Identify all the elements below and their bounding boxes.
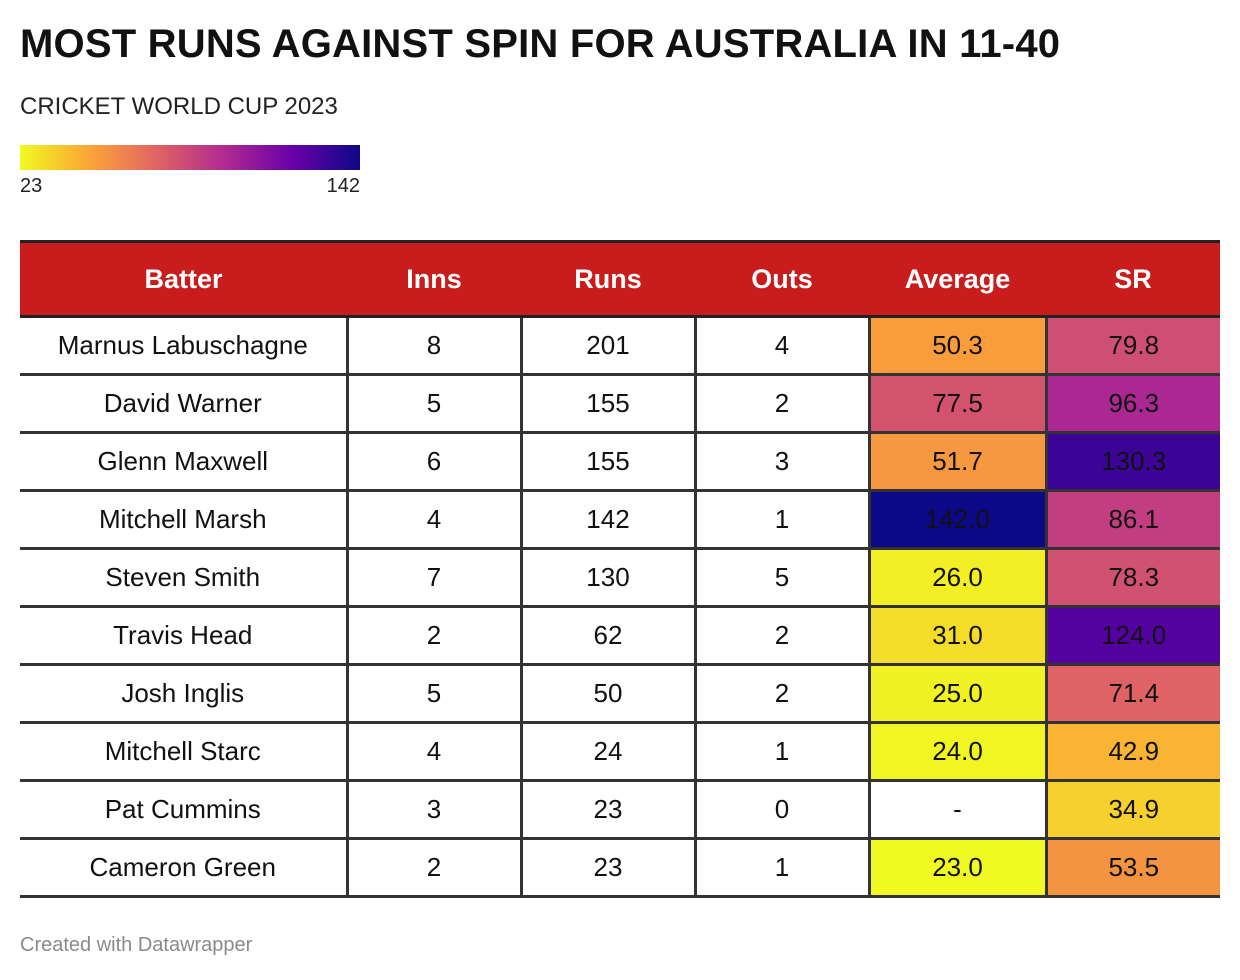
cell-outs: 5 bbox=[693, 548, 869, 608]
cell-outs: 1 bbox=[693, 490, 869, 550]
cell-inns: 3 bbox=[345, 780, 521, 840]
cell-inns: 5 bbox=[345, 664, 521, 724]
table-row: Cameron Green 2 23 1 23.0 53.5 bbox=[20, 838, 1220, 898]
col-header-average[interactable]: Average bbox=[869, 240, 1046, 318]
cell-batter: Steven Smith bbox=[20, 548, 347, 608]
cell-inns: 7 bbox=[345, 548, 521, 608]
cell-inns: 6 bbox=[345, 432, 521, 492]
table-row: David Warner 5 155 2 77.5 96.3 bbox=[20, 374, 1220, 434]
cell-inns: 2 bbox=[345, 838, 521, 898]
legend-min-label: 23 bbox=[20, 175, 43, 197]
legend-max-label: 142 bbox=[326, 175, 360, 197]
cell-runs: 50 bbox=[519, 664, 695, 724]
header-row: Batter Inns Runs Outs Average SR bbox=[20, 240, 1220, 318]
cell-batter: Travis Head bbox=[20, 606, 347, 666]
cell-runs: 130 bbox=[519, 548, 695, 608]
col-header-outs[interactable]: Outs bbox=[695, 240, 869, 318]
cell-batter: Glenn Maxwell bbox=[20, 432, 347, 492]
cell-sr: 130.3 bbox=[1044, 432, 1220, 492]
cell-runs: 23 bbox=[519, 780, 695, 840]
cell-average: 51.7 bbox=[867, 432, 1046, 492]
color-scale-legend bbox=[20, 145, 360, 170]
col-header-sr[interactable]: SR bbox=[1046, 240, 1220, 318]
cell-outs: 1 bbox=[693, 838, 869, 898]
col-header-batter[interactable]: Batter bbox=[20, 240, 347, 318]
chart-title: MOST RUNS AGAINST SPIN FOR AUSTRALIA IN … bbox=[20, 22, 1061, 66]
cell-outs: 2 bbox=[693, 606, 869, 666]
cell-batter: Cameron Green bbox=[20, 838, 347, 898]
cell-average: 50.3 bbox=[867, 316, 1046, 376]
cell-sr: 86.1 bbox=[1044, 490, 1220, 550]
cell-average: 142.0 bbox=[867, 490, 1046, 550]
chart-subtitle: CRICKET WORLD CUP 2023 bbox=[20, 93, 338, 120]
table-row: Mitchell Marsh 4 142 1 142.0 86.1 bbox=[20, 490, 1220, 550]
table-row: Marnus Labuschagne 8 201 4 50.3 79.8 bbox=[20, 316, 1220, 376]
cell-runs: 155 bbox=[519, 432, 695, 492]
cell-batter: Marnus Labuschagne bbox=[20, 316, 347, 376]
cell-average: 24.0 bbox=[867, 722, 1046, 782]
stats-table: Batter Inns Runs Outs Average SR Marnus … bbox=[20, 240, 1220, 898]
table-row: Glenn Maxwell 6 155 3 51.7 130.3 bbox=[20, 432, 1220, 492]
table-row: Pat Cummins 3 23 0-34.9 bbox=[20, 780, 1220, 840]
cell-outs: 2 bbox=[693, 374, 869, 434]
cell-batter: Mitchell Starc bbox=[20, 722, 347, 782]
cell-sr: 78.3 bbox=[1044, 548, 1220, 608]
cell-batter: Pat Cummins bbox=[20, 780, 347, 840]
cell-average: 31.0 bbox=[867, 606, 1046, 666]
cell-runs: 155 bbox=[519, 374, 695, 434]
cell-batter: Mitchell Marsh bbox=[20, 490, 347, 550]
cell-runs: 201 bbox=[519, 316, 695, 376]
footer-credit: Created with Datawrapper bbox=[20, 934, 253, 956]
cell-runs: 62 bbox=[519, 606, 695, 666]
table-row: Josh Inglis 5 50 2 25.0 71.4 bbox=[20, 664, 1220, 724]
cell-average: 77.5 bbox=[867, 374, 1046, 434]
cell-sr: 96.3 bbox=[1044, 374, 1220, 434]
cell-sr: 34.9 bbox=[1044, 780, 1220, 840]
cell-outs: 4 bbox=[693, 316, 869, 376]
cell-runs: 24 bbox=[519, 722, 695, 782]
table-body: Marnus Labuschagne 8 201 4 50.3 79.8 David War… bbox=[20, 316, 1220, 898]
cell-outs: 3 bbox=[693, 432, 869, 492]
cell-outs: 1 bbox=[693, 722, 869, 782]
cell-batter: David Warner bbox=[20, 374, 347, 434]
cell-runs: 23 bbox=[519, 838, 695, 898]
cell-inns: 4 bbox=[345, 722, 521, 782]
cell-average: - bbox=[867, 780, 1046, 840]
cell-runs: 142 bbox=[519, 490, 695, 550]
cell-inns: 8 bbox=[345, 316, 521, 376]
cell-sr: 79.8 bbox=[1044, 316, 1220, 376]
table-row: Travis Head 2 62 2 31.0 124.0 bbox=[20, 606, 1220, 666]
cell-average: 23.0 bbox=[867, 838, 1046, 898]
cell-sr: 71.4 bbox=[1044, 664, 1220, 724]
cell-outs: 0 bbox=[693, 780, 869, 840]
cell-batter: Josh Inglis bbox=[20, 664, 347, 724]
cell-average: 26.0 bbox=[867, 548, 1046, 608]
cell-inns: 5 bbox=[345, 374, 521, 434]
cell-sr: 124.0 bbox=[1044, 606, 1220, 666]
table-row: Steven Smith 7 130 5 26.0 78.3 bbox=[20, 548, 1220, 608]
cell-sr: 53.5 bbox=[1044, 838, 1220, 898]
cell-inns: 4 bbox=[345, 490, 521, 550]
table-row: Mitchell Starc 4 24 1 24.0 42.9 bbox=[20, 722, 1220, 782]
cell-average: 25.0 bbox=[867, 664, 1046, 724]
col-header-inns[interactable]: Inns bbox=[347, 240, 521, 318]
cell-inns: 2 bbox=[345, 606, 521, 666]
cell-sr: 42.9 bbox=[1044, 722, 1220, 782]
cell-outs: 2 bbox=[693, 664, 869, 724]
col-header-runs[interactable]: Runs bbox=[521, 240, 695, 318]
